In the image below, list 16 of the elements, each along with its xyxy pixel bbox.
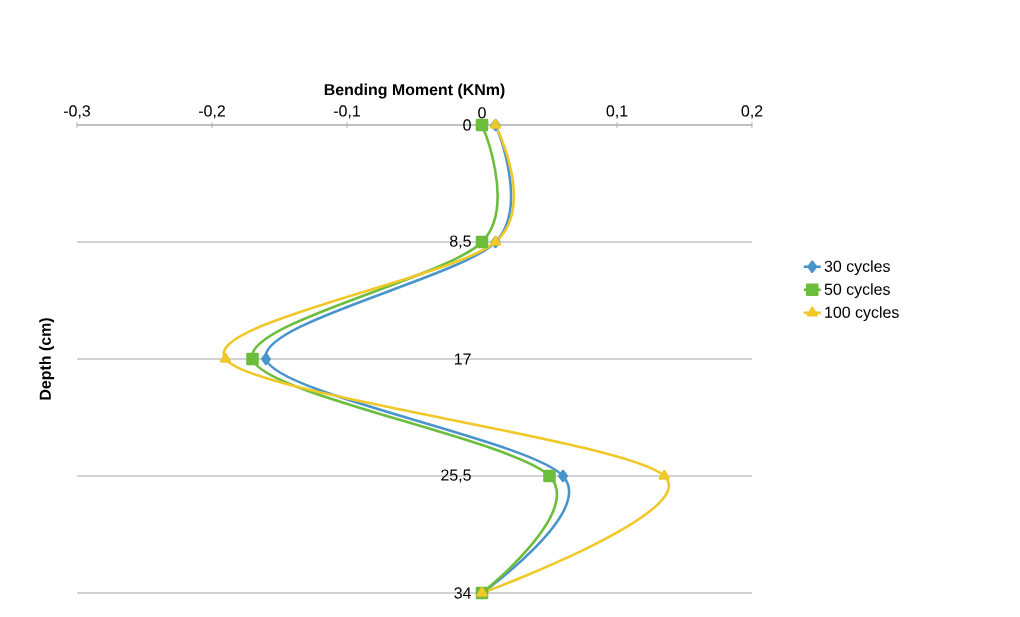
x-tick-label: -0,1 (333, 105, 360, 119)
x-tick-label: -0,3 (63, 105, 91, 119)
y-tick-label: 34 (454, 587, 472, 599)
x-axis-title: Bending Moment (KNm) (324, 83, 505, 99)
y-tick-label: 8,5 (450, 235, 471, 249)
x-tick-label: 0 (478, 107, 486, 119)
x-tick-label: -0,2 (198, 105, 225, 119)
y-tick-label: 0 (463, 119, 471, 131)
x-tick-label: 0,2 (741, 105, 763, 119)
legend-label: 100 cycles (825, 306, 899, 322)
x-tick-label: 0,1 (606, 105, 628, 119)
legend-label: 30 cycles (824, 260, 890, 276)
legend-label: 50 cycles (824, 283, 890, 299)
y-tick-label: 25,5 (441, 469, 471, 483)
y-axis-title: Depth (cm) (39, 318, 55, 400)
y-tick-label: 17 (454, 353, 471, 365)
